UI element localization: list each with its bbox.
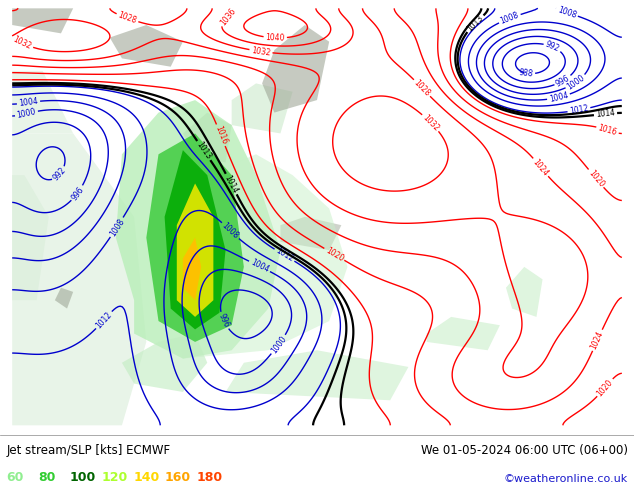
Polygon shape	[12, 133, 146, 425]
Text: 996: 996	[554, 74, 571, 88]
Text: 1000: 1000	[566, 73, 586, 92]
Polygon shape	[12, 175, 49, 300]
Text: 1000: 1000	[16, 107, 37, 120]
Polygon shape	[116, 100, 280, 359]
Text: ©weatheronline.co.uk: ©weatheronline.co.uk	[503, 474, 628, 484]
Text: 1012: 1012	[274, 246, 295, 264]
Text: 1008: 1008	[499, 11, 521, 26]
Text: 988: 988	[519, 68, 534, 78]
Text: 1040: 1040	[266, 33, 285, 43]
Text: 1016: 1016	[597, 123, 618, 137]
Text: 996: 996	[70, 185, 86, 202]
Polygon shape	[183, 238, 201, 300]
Polygon shape	[183, 113, 231, 163]
Text: 1024: 1024	[590, 330, 605, 351]
Text: 120: 120	[101, 471, 127, 484]
Polygon shape	[177, 183, 214, 317]
Polygon shape	[280, 217, 341, 250]
Text: 1020: 1020	[586, 168, 605, 189]
Text: 1032: 1032	[421, 113, 441, 133]
Polygon shape	[231, 83, 293, 133]
Text: 1012: 1012	[569, 104, 589, 116]
Polygon shape	[12, 71, 73, 133]
Text: 1016: 1016	[213, 124, 229, 146]
Text: 1013: 1013	[465, 13, 485, 33]
Text: 80: 80	[38, 471, 55, 484]
Text: 1004: 1004	[249, 258, 270, 275]
Text: 1032: 1032	[251, 46, 271, 57]
Text: 1004: 1004	[18, 97, 39, 108]
Text: 1008: 1008	[108, 217, 126, 238]
Text: 1036: 1036	[219, 6, 238, 27]
Polygon shape	[226, 350, 408, 400]
Text: 1000: 1000	[269, 334, 288, 355]
Polygon shape	[146, 133, 244, 342]
Text: 1020: 1020	[324, 245, 345, 263]
Polygon shape	[165, 150, 226, 329]
Text: 140: 140	[133, 471, 159, 484]
Text: 1008: 1008	[556, 5, 578, 20]
Polygon shape	[262, 25, 329, 113]
Polygon shape	[122, 334, 207, 392]
Polygon shape	[110, 25, 183, 67]
Text: 100: 100	[70, 471, 96, 484]
Text: 1028: 1028	[412, 78, 432, 98]
Polygon shape	[55, 288, 73, 309]
Polygon shape	[427, 317, 500, 350]
Text: 1020: 1020	[595, 377, 615, 398]
Polygon shape	[171, 154, 347, 359]
Text: 60: 60	[6, 471, 23, 484]
Text: We 01-05-2024 06:00 UTC (06+00): We 01-05-2024 06:00 UTC (06+00)	[421, 444, 628, 457]
Text: 1008: 1008	[220, 221, 240, 241]
Text: 180: 180	[197, 471, 223, 484]
Text: 992: 992	[544, 40, 561, 54]
Text: Jet stream/SLP [kts] ECMWF: Jet stream/SLP [kts] ECMWF	[6, 444, 171, 457]
Text: 1012: 1012	[94, 310, 113, 330]
Polygon shape	[12, 8, 73, 33]
Text: 1014: 1014	[223, 173, 240, 195]
Text: 1028: 1028	[117, 11, 138, 25]
Polygon shape	[506, 267, 543, 317]
Text: 996: 996	[217, 312, 231, 329]
Text: 1014: 1014	[595, 109, 616, 120]
Text: 1004: 1004	[548, 91, 569, 104]
Text: 1024: 1024	[531, 157, 550, 177]
Text: 992: 992	[51, 166, 68, 183]
Text: 160: 160	[165, 471, 191, 484]
Text: 1032: 1032	[12, 35, 33, 51]
Text: 1013: 1013	[195, 140, 213, 161]
